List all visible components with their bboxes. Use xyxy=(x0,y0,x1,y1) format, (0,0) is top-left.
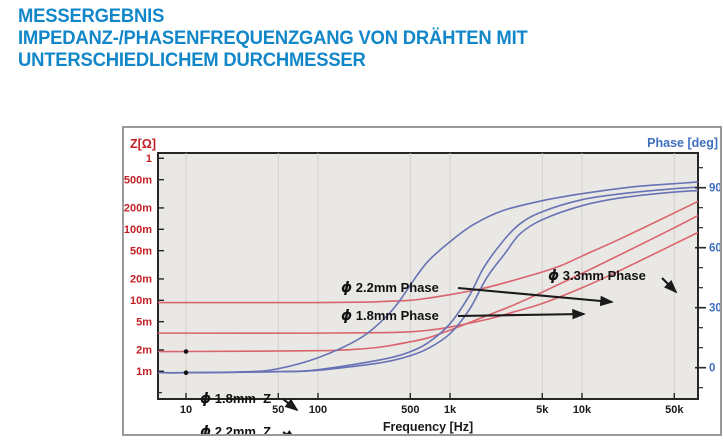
svg-text:5k: 5k xyxy=(536,404,549,416)
svg-text:50m: 50m xyxy=(130,245,152,257)
start-dot-phase xyxy=(183,370,189,375)
annotation-z18: ϕ 1.8mm Z xyxy=(200,391,299,412)
svg-text:1: 1 xyxy=(146,153,152,165)
annotation-z22: ϕ 2.2mm Z xyxy=(200,424,298,434)
svg-text:60: 60 xyxy=(709,243,720,255)
y-left-ticks: 1 500m 200m 100m 50m 20m 10m 5m 2m 1m xyxy=(124,153,164,394)
page-title: MESSERGEBNIS xyxy=(18,6,165,27)
curve--1-8mm-z xyxy=(158,200,698,304)
svg-text:ϕ 2.2mm Phase: ϕ 2.2mm Phase xyxy=(341,280,439,296)
start-marker-10hz: 10Hz xyxy=(183,349,189,375)
svg-text:1m: 1m xyxy=(136,366,152,378)
annotation-arrow-z18 xyxy=(282,398,299,412)
annotation-p33: ϕ 3.3mm Phase xyxy=(548,268,678,294)
annotation-arrow-p22 xyxy=(457,286,614,307)
impedance-phase-chart: 1 500m 200m 100m 50m 20m 10m 5m 2m 1m 10 50 100 500 1k… xyxy=(122,126,722,436)
y-left-axis-title: Z[Ω] xyxy=(130,137,156,151)
y-right-ticks: 90 60 30 0 xyxy=(695,167,720,389)
annotation-p22: ϕ 2.2mm Phase xyxy=(341,280,614,307)
annotation-arrow-p18 xyxy=(457,308,586,320)
title-block: MESSERGEBNIS IMPEDANZ-/PHASENFREQUENZGAN… xyxy=(18,6,528,72)
gridlines xyxy=(185,153,675,399)
svg-text:1k: 1k xyxy=(444,404,457,416)
curve--2-2mm-z xyxy=(158,231,698,334)
svg-text:90: 90 xyxy=(709,183,720,195)
svg-text:2m: 2m xyxy=(136,345,152,357)
svg-text:500: 500 xyxy=(401,404,419,416)
svg-text:0: 0 xyxy=(709,363,715,375)
start-dot-z xyxy=(183,349,189,354)
page-subtitle-line-1: IMPEDANZ-/PHASENFREQUENZGANG VON DRÄHTEN… xyxy=(18,28,528,49)
annotation-arrow-p33 xyxy=(661,277,678,294)
x-axis-ticks: 10 50 100 500 1k 5k 10k 50k xyxy=(180,393,684,416)
svg-text:100m: 100m xyxy=(124,224,152,236)
svg-text:ϕ 3.3mm Phase: ϕ 3.3mm Phase xyxy=(548,268,646,284)
x-axis-title: Frequency [Hz] xyxy=(383,420,473,434)
svg-text:ϕ 1.8mm Phase: ϕ 1.8mm Phase xyxy=(341,308,439,324)
annotation-arrow-z22 xyxy=(282,429,298,434)
svg-text:5m: 5m xyxy=(136,316,152,328)
svg-text:10m: 10m xyxy=(130,295,152,307)
svg-text:500m: 500m xyxy=(124,174,152,186)
svg-text:10: 10 xyxy=(180,404,192,416)
svg-text:20m: 20m xyxy=(130,274,152,286)
annotations: ϕ 2.2mm Phase ϕ 1.8mm Phase ϕ 3.3mm Phase ϕ… xyxy=(200,268,678,434)
svg-text:200m: 200m xyxy=(124,203,152,215)
series-curves xyxy=(158,181,698,374)
page-subtitle-line-2: UNTERSCHIEDLICHEM DURCHMESSER xyxy=(18,50,366,71)
svg-text:ϕ 1.8mm Z: ϕ 1.8mm Z xyxy=(200,391,271,407)
svg-text:100: 100 xyxy=(309,404,327,416)
svg-text:50k: 50k xyxy=(665,404,684,416)
svg-text:50: 50 xyxy=(272,404,284,416)
curve--1-8mm-phase xyxy=(158,189,698,374)
y-right-axis-title: Phase [deg] xyxy=(647,136,718,150)
chart-canvas: 1 500m 200m 100m 50m 20m 10m 5m 2m 1m 10 50 100 500 1k… xyxy=(124,136,720,434)
svg-text:10k: 10k xyxy=(573,404,592,416)
curve--3-3mm-z xyxy=(158,214,698,353)
annotation-p18: ϕ 1.8mm Phase xyxy=(341,308,586,324)
curve--3-3mm-phase xyxy=(158,181,698,374)
plot-frame xyxy=(157,152,699,400)
svg-text:ϕ 2.2mm Z: ϕ 2.2mm Z xyxy=(200,424,271,434)
svg-text:30: 30 xyxy=(709,303,720,315)
